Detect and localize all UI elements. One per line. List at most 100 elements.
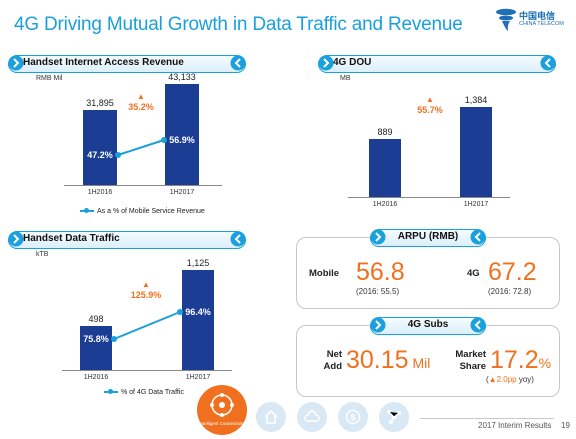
subs-net-add-value: 30.15 Mil bbox=[346, 346, 430, 375]
subs-share-change-suffix: yoy) bbox=[518, 375, 534, 384]
revenue-legend-label: As a % of Mobile Service Revenue bbox=[97, 208, 205, 215]
subs-share-change-open: ( bbox=[486, 375, 489, 384]
revenue-legend: As a % of Mobile Service Revenue bbox=[80, 208, 205, 215]
chevron-left-icon bbox=[230, 231, 246, 247]
traffic-category-label: 1H2017 bbox=[185, 374, 211, 381]
revenue-category-label: 1H2017 bbox=[169, 189, 195, 196]
subs-card-header: 4G Subs bbox=[370, 317, 486, 335]
page-number: 19 bbox=[561, 421, 570, 430]
dou-unit: MB bbox=[340, 75, 351, 82]
revenue-line-value-label: 47.2% bbox=[87, 150, 113, 160]
revenue-panel-header: Handset Internet Access Revenue bbox=[8, 55, 246, 73]
footer-divider bbox=[420, 418, 554, 419]
revenue-line-value-label: 56.9% bbox=[169, 135, 195, 145]
dollar-icon: $ bbox=[345, 409, 361, 425]
chevron-left-icon bbox=[540, 55, 556, 71]
dou-panel-title: 4G DOU bbox=[333, 57, 372, 68]
subs-net-add-label: Net Add bbox=[320, 349, 342, 373]
cloud-nav-icon bbox=[297, 402, 327, 432]
home-nav-icon bbox=[256, 402, 286, 432]
arpu-card bbox=[296, 237, 560, 309]
traffic-panel-header: Handset Data Traffic bbox=[8, 231, 246, 249]
traffic-legend-label: % of 4G Data Traffic bbox=[121, 389, 184, 396]
arpu-title: ARPU (RMB) bbox=[397, 231, 459, 242]
traffic-bar bbox=[80, 325, 112, 370]
subs-share-change-value: 2.0pp bbox=[496, 375, 517, 384]
chevron-right-icon bbox=[370, 317, 386, 333]
chevron-left-icon bbox=[230, 55, 246, 71]
subs-net-add-number: 30.15 bbox=[346, 346, 409, 374]
traffic-line-value-label: 96.4% bbox=[185, 307, 211, 317]
traffic-panel-title: Handset Data Traffic bbox=[23, 233, 120, 244]
chevron-right-icon bbox=[8, 231, 24, 247]
molecule-icon bbox=[387, 410, 401, 424]
legend-line-marker bbox=[104, 389, 118, 395]
revenue-category-label: 1H2016 bbox=[87, 189, 113, 196]
traffic-x-axis bbox=[62, 370, 232, 371]
revenue-x-axis bbox=[64, 185, 222, 186]
logo-english-text: CHINA TELECOM bbox=[519, 21, 564, 27]
network-icon bbox=[210, 393, 234, 417]
arpu-4g-label: 4G bbox=[467, 268, 480, 279]
dou-x-axis bbox=[348, 197, 510, 198]
subs-title: 4G Subs bbox=[407, 319, 449, 330]
dou-bar bbox=[369, 139, 401, 197]
dou-bar bbox=[460, 107, 492, 197]
up-arrow-icon: ▲ bbox=[488, 375, 497, 384]
dou-panel-header: 4G DOU bbox=[318, 55, 556, 73]
traffic-growth-arrow-icon: ▲ bbox=[142, 280, 150, 289]
traffic-bar-value-label: 498 bbox=[88, 313, 104, 324]
chevron-right-icon bbox=[8, 55, 24, 71]
revenue-unit: RMB Mil bbox=[36, 75, 63, 82]
legend-line-marker bbox=[80, 208, 94, 214]
svg-text:$: $ bbox=[350, 413, 355, 423]
traffic-growth-label: 125.9% bbox=[130, 290, 162, 300]
arpu-4g-value: 67.2 bbox=[488, 258, 537, 286]
revenue-line-point bbox=[161, 137, 167, 143]
china-telecom-logo: 中国电信 CHINA TELECOM bbox=[494, 6, 566, 46]
chevron-right-icon bbox=[370, 229, 386, 245]
revenue-line bbox=[117, 139, 165, 156]
footer-text: 2017 Interim Results bbox=[478, 421, 552, 430]
traffic-legend: % of 4G Data Traffic bbox=[104, 389, 184, 396]
revenue-growth-arrow-icon: ▲ bbox=[137, 92, 145, 101]
subs-share-value: 17.2% bbox=[490, 346, 551, 375]
traffic-line-point bbox=[177, 309, 183, 315]
intelligent-connections-badge: Intelligent Connections bbox=[197, 385, 247, 435]
revenue-bar-value-label: 43,133 bbox=[168, 72, 196, 82]
traffic-line-value-label: 75.8% bbox=[83, 334, 109, 344]
chevron-left-icon bbox=[470, 317, 486, 333]
subs-share-label-line2: Share bbox=[459, 361, 486, 372]
subs-share-label: Market Share bbox=[452, 349, 486, 373]
logo-chinese-text: 中国电信 bbox=[519, 11, 556, 21]
chevron-left-icon bbox=[470, 229, 486, 245]
arpu-mobile-label: Mobile bbox=[309, 268, 340, 279]
chevron-right-icon bbox=[318, 55, 334, 71]
subs-share-label-line1: Market bbox=[455, 349, 486, 360]
dou-bar-value-label: 889 bbox=[377, 127, 393, 138]
dou-growth-arrow-icon: ▲ bbox=[426, 95, 434, 104]
traffic-bar-value-label: 1,125 bbox=[186, 258, 210, 268]
traffic-category-label: 1H2016 bbox=[83, 374, 109, 381]
subs-net-add-label-line1: Net bbox=[326, 349, 342, 360]
traffic-bar bbox=[182, 270, 214, 370]
arpu-card-header: ARPU (RMB) bbox=[370, 229, 486, 247]
revenue-bar bbox=[165, 84, 199, 185]
traffic-line-point bbox=[111, 336, 117, 342]
dou-category-label: 1H2016 bbox=[372, 201, 398, 208]
dou-growth-label: 55.7% bbox=[417, 105, 443, 115]
subs-share-number: 17.2 bbox=[490, 346, 539, 374]
subs-net-add-label-line2: Add bbox=[323, 361, 342, 372]
dou-bar-value-label: 1,384 bbox=[464, 95, 488, 105]
revenue-bar-value-label: 31,895 bbox=[86, 98, 114, 109]
home-icon bbox=[264, 409, 278, 424]
arpu-4g-prev: (2016: 72.8) bbox=[488, 287, 532, 296]
subs-net-add-unit: Mil bbox=[412, 355, 431, 371]
badge-label: Intelligent Connections bbox=[199, 421, 245, 426]
china-telecom-logo-icon bbox=[496, 8, 516, 31]
revenue-bar bbox=[83, 110, 117, 185]
arpu-mobile-value: 56.8 bbox=[356, 258, 405, 286]
traffic-line bbox=[113, 311, 181, 340]
revenue-panel-title: Handset Internet Access Revenue bbox=[23, 57, 184, 68]
dou-category-label: 1H2017 bbox=[463, 201, 489, 208]
